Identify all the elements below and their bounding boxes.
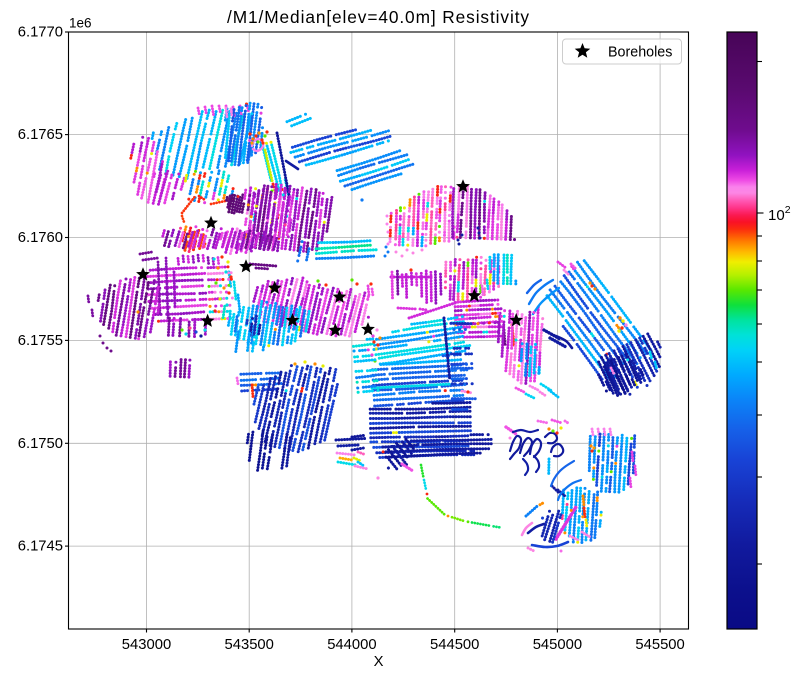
- svg-text:6.1745: 6.1745: [18, 539, 63, 555]
- svg-text:545000: 545000: [533, 637, 582, 653]
- svg-text:544000: 544000: [327, 637, 376, 653]
- svg-text:543500: 543500: [225, 637, 274, 653]
- svg-text:6.1765: 6.1765: [18, 127, 63, 143]
- svg-text:Boreholes: Boreholes: [608, 44, 672, 60]
- svg-text:/M1/Median[elev=40.0m] Resisti: /M1/Median[elev=40.0m] Resistivity: [227, 7, 530, 27]
- svg-text:6.1750: 6.1750: [18, 436, 63, 452]
- svg-text:544500: 544500: [430, 637, 479, 653]
- svg-text:1e6: 1e6: [69, 16, 92, 31]
- svg-text:X: X: [374, 654, 384, 670]
- svg-text:6.1770: 6.1770: [18, 25, 63, 41]
- svg-text:6.1755: 6.1755: [18, 333, 63, 349]
- svg-text:543000: 543000: [122, 637, 171, 653]
- svg-text:6.1760: 6.1760: [18, 230, 63, 246]
- svg-text:545500: 545500: [635, 637, 684, 653]
